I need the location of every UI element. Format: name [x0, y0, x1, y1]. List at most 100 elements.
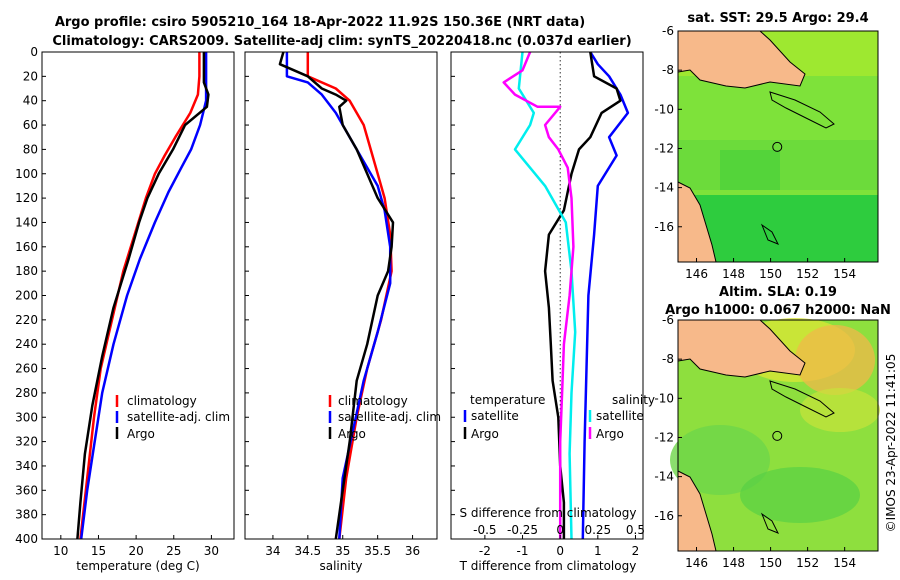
temperature-panel: 10 15 20 25 30 0 20 40 60 80 100 120 140 160 180 200 22… — [15, 45, 235, 573]
salinity-difference-label: S difference from climatology — [460, 506, 637, 520]
lon-tick-label: 150 — [759, 267, 782, 281]
temperature-xticks: 10 15 20 25 30 — [53, 535, 219, 558]
salinity-difference-tick-label: 0.5 — [626, 523, 645, 537]
temperature-axes-frame — [41, 51, 235, 540]
island-chain-outline — [769, 91, 835, 129]
sla-map-title-line1: Altim. SLA: 0.19 — [719, 285, 837, 300]
sla-lat-ticks: -6 -8 -10 -12 -14 -16 — [654, 313, 682, 523]
lat-tick-label: -12 — [654, 430, 674, 444]
sla-map-title-line2: Argo h1000: 0.067 h2000: NaN — [665, 303, 891, 318]
reef-outline — [760, 512, 780, 534]
x-tick-label: 2 — [632, 544, 640, 558]
salinity-axes-frame — [244, 51, 438, 540]
salinity-difference-ticks: -0.5 -0.25 0 0.25 0.5 — [473, 523, 645, 537]
salinity-panel: 34 34.5 35 35.5 36 salinity climatology sate… — [244, 51, 441, 573]
lon-tick-label: 154 — [833, 267, 856, 281]
x-tick-label: 0 — [556, 544, 564, 558]
sst-map: sat. SST: 29.5 Argo: 29.4 -6-8-10-12-14-… — [654, 11, 879, 281]
island-chain-outline — [769, 380, 835, 418]
x-tick-label: 35 — [335, 544, 350, 558]
lon-tick-label: 146 — [685, 556, 708, 570]
reef-outline — [760, 223, 780, 245]
argo-position-marker — [772, 141, 783, 152]
sst-map-title: sat. SST: 29.5 Argo: 29.4 — [687, 11, 868, 26]
legend-label-satellite: satellite-adj. clim — [127, 410, 230, 424]
depth-tick-label: 180 — [15, 264, 38, 278]
series-line-argo — [76, 52, 210, 540]
depth-tick-label: 160 — [15, 240, 38, 254]
lon-tick-label: 154 — [833, 556, 856, 570]
series-line-satellite-adj-clim — [285, 52, 392, 540]
header-line2: Climatology: CARS2009. Satellite-adj cli… — [52, 34, 631, 49]
salinity-xticks: 34 34.5 35 35.5 36 — [265, 535, 420, 558]
sla-high-orange — [795, 325, 875, 395]
sla-low-south — [740, 467, 860, 523]
depth-tick-label: 320 — [15, 435, 38, 449]
series-line-temperature-argo — [543, 51, 622, 539]
legend-title-temperature: temperature — [470, 393, 545, 407]
lat-tick-label: -14 — [654, 470, 674, 484]
lat-tick-label: -16 — [654, 220, 674, 234]
depth-ticks: 0 20 40 60 80 100 120 140 160 180 200 220 240 260 280 3… — [15, 45, 46, 546]
depth-tick-label: 240 — [15, 337, 38, 351]
difference-xlabel: T difference from climatology — [459, 559, 637, 573]
sla-map-frame — [677, 319, 879, 552]
x-tick-label: 34.5 — [294, 544, 321, 558]
difference-legend: temperature salinity satellite Argo sate… — [463, 393, 655, 441]
series-line-argo — [278, 51, 395, 540]
depth-tick-label: 380 — [15, 508, 38, 522]
x-tick-label: 36 — [405, 544, 420, 558]
difference-panel: -2 -1 0 1 2 -0.5 -0.25 0 0.25 0.5 S difference f… — [450, 51, 655, 573]
lat-tick-label: -10 — [654, 102, 674, 116]
legend-label-temp-satellite: satellite — [471, 409, 519, 423]
lat-tick-label: -14 — [654, 181, 674, 195]
series-line-temperature-satellite — [581, 51, 630, 540]
new-guinea-land — [677, 30, 806, 89]
difference-yticks — [451, 51, 455, 540]
salinity-difference-tick-label: 0.25 — [584, 523, 611, 537]
legend-title-salinity: salinity — [612, 393, 655, 407]
lat-tick-label: -8 — [662, 352, 674, 366]
series-line-climatology — [79, 52, 201, 540]
lat-tick-label: -8 — [662, 63, 674, 77]
temperature-lines — [76, 52, 210, 540]
depth-tick-label: 60 — [23, 118, 38, 132]
legend-label-sal-satellite: satellite — [596, 409, 644, 423]
legend-label-argo: Argo — [338, 427, 366, 441]
depth-tick-label: 360 — [15, 483, 38, 497]
depth-tick-label: 140 — [15, 215, 38, 229]
lon-tick-label: 150 — [759, 556, 782, 570]
x-tick-label: 15 — [91, 544, 106, 558]
depth-tick-label: 260 — [15, 362, 38, 376]
lat-tick-label: -16 — [654, 509, 674, 523]
x-tick-label: 34 — [265, 544, 280, 558]
sla-lon-ticks: 146 148 150 152 154 — [685, 547, 856, 570]
new-guinea-land — [677, 319, 806, 378]
lat-tick-label: -6 — [662, 24, 674, 38]
depth-tick-label: 220 — [15, 313, 38, 327]
salinity-difference-tick-label: 0 — [556, 523, 564, 537]
lon-tick-label: 152 — [796, 556, 819, 570]
depth-tick-label: 340 — [15, 459, 38, 473]
x-tick-label: 30 — [204, 544, 219, 558]
temperature-xlabel: temperature (deg C) — [76, 559, 199, 573]
argo-position-marker — [772, 430, 783, 441]
legend-label-satellite: satellite-adj. clim — [338, 410, 441, 424]
x-tick-label: 1 — [594, 544, 602, 558]
depth-tick-label: 100 — [15, 167, 38, 181]
depth-tick-label: 300 — [15, 410, 38, 424]
x-tick-label: -1 — [517, 544, 529, 558]
x-tick-label: 35.5 — [364, 544, 391, 558]
temperature-legend: climatology satellite-adj. clim Argo — [115, 394, 230, 441]
sst-map-frame — [677, 30, 879, 263]
lat-tick-label: -10 — [654, 391, 674, 405]
legend-label-temp-argo: Argo — [471, 427, 499, 441]
legend-label-climatology: climatology — [338, 394, 408, 408]
sst-lat-ticks: -6 -8 -10 -12 -14 -16 — [654, 24, 682, 234]
depth-tick-label: 200 — [15, 289, 38, 303]
legend-label-sal-argo: Argo — [596, 427, 624, 441]
x-tick-label: 10 — [53, 544, 68, 558]
sst-patch — [720, 150, 780, 190]
difference-lines — [502, 51, 630, 540]
difference-xticks: -2 -1 0 1 2 — [479, 535, 639, 558]
